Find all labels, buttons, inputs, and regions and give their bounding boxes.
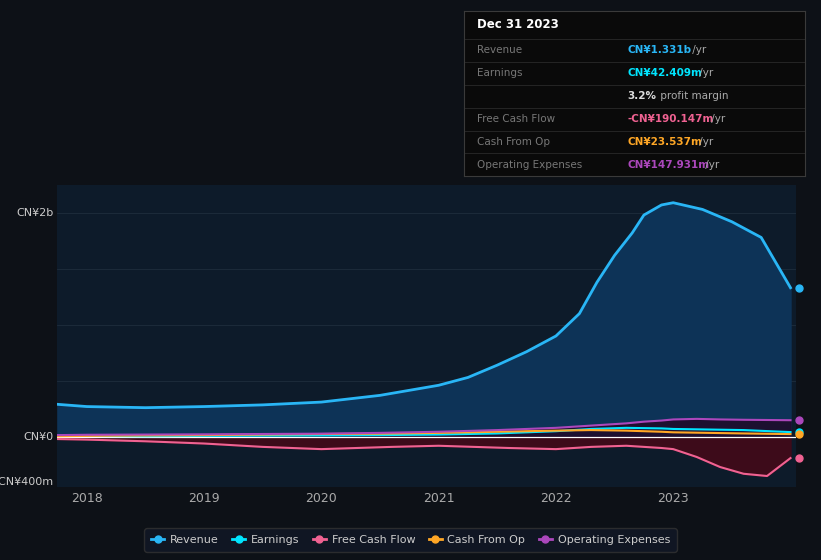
Text: CN¥147.931m: CN¥147.931m [627, 160, 709, 170]
Text: 3.2%: 3.2% [627, 91, 657, 101]
Text: Earnings: Earnings [478, 68, 523, 78]
Text: Operating Expenses: Operating Expenses [478, 160, 583, 170]
Text: CN¥0: CN¥0 [24, 432, 54, 442]
Text: CN¥23.537m: CN¥23.537m [627, 137, 702, 147]
Text: profit margin: profit margin [657, 91, 728, 101]
Text: /yr: /yr [695, 137, 713, 147]
Text: /yr: /yr [689, 45, 706, 55]
Legend: Revenue, Earnings, Free Cash Flow, Cash From Op, Operating Expenses: Revenue, Earnings, Free Cash Flow, Cash … [144, 528, 677, 552]
Text: Revenue: Revenue [478, 45, 523, 55]
Text: CN¥42.409m: CN¥42.409m [627, 68, 702, 78]
Text: CN¥1.331b: CN¥1.331b [627, 45, 691, 55]
Text: /yr: /yr [709, 114, 726, 124]
Text: Dec 31 2023: Dec 31 2023 [478, 18, 559, 31]
Text: /yr: /yr [702, 160, 719, 170]
Text: Free Cash Flow: Free Cash Flow [478, 114, 556, 124]
Text: Cash From Op: Cash From Op [478, 137, 551, 147]
Text: CN¥2b: CN¥2b [16, 208, 54, 218]
Text: -CN¥400m: -CN¥400m [0, 477, 54, 487]
Text: -CN¥190.147m: -CN¥190.147m [627, 114, 713, 124]
Text: /yr: /yr [695, 68, 713, 78]
